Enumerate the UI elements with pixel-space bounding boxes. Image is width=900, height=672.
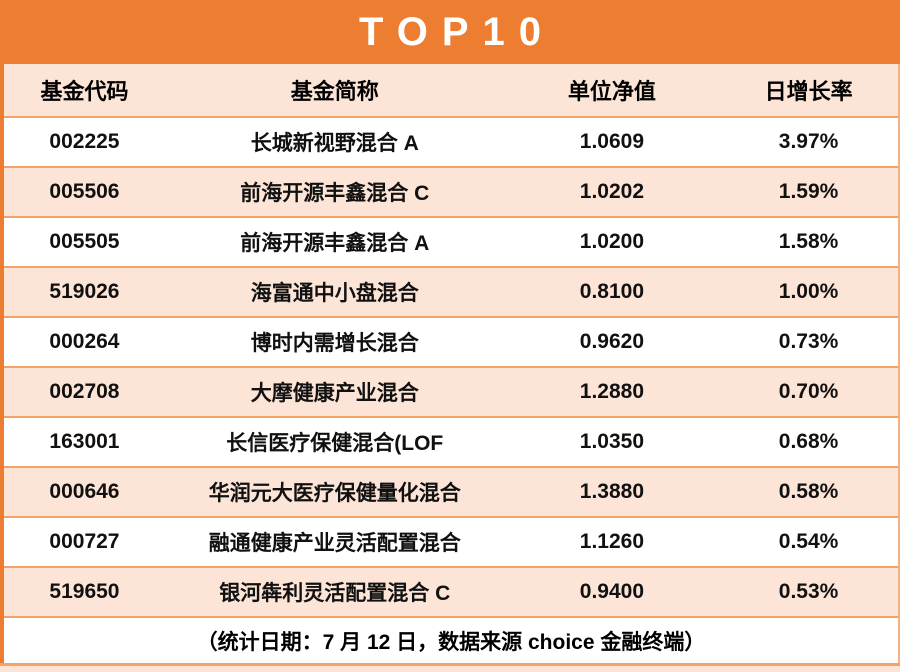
cell-fund-code: 000727 bbox=[49, 530, 120, 553]
footer-note: （统计日期：7 月 12 日，数据来源 choice 金融终端） bbox=[196, 630, 706, 654]
cell-daily-growth: 0.58% bbox=[778, 480, 839, 503]
cell-unit-nav: 1.0350 bbox=[579, 430, 645, 453]
cell-fund-code: 005505 bbox=[49, 230, 120, 253]
cell-fund-name: 前海开源丰鑫混合 C bbox=[240, 182, 430, 205]
cell-unit-nav: 1.0200 bbox=[579, 230, 645, 253]
table-row: 519650 银河犇利灵活配置混合 C 0.9400 0.53% bbox=[4, 566, 898, 616]
cell-fund-name: 融通健康产业灵活配置混合 bbox=[208, 532, 461, 555]
table-row: 005506 前海开源丰鑫混合 C 1.0202 1.59% bbox=[4, 166, 898, 216]
footer-note-row: （统计日期：7 月 12 日，数据来源 choice 金融终端） bbox=[4, 616, 898, 663]
cell-daily-growth: 3.97% bbox=[778, 130, 839, 153]
column-header-unit-nav: 单位净值 bbox=[567, 79, 656, 104]
page-title: TOP10 bbox=[359, 9, 555, 54]
cell-daily-growth: 0.73% bbox=[778, 330, 839, 353]
cell-fund-name: 博时内需增长混合 bbox=[250, 332, 419, 355]
cell-unit-nav: 0.9620 bbox=[579, 330, 645, 353]
table-row: 519026 海富通中小盘混合 0.8100 1.00% bbox=[4, 266, 898, 316]
cell-fund-name: 海富通中小盘混合 bbox=[250, 282, 419, 305]
cell-fund-code: 002225 bbox=[49, 130, 120, 153]
table-row: 000264 博时内需增长混合 0.9620 0.73% bbox=[4, 316, 898, 366]
cell-fund-code: 519026 bbox=[49, 280, 120, 303]
table-row: 000646 华润元大医疗保健量化混合 1.3880 0.58% bbox=[4, 466, 898, 516]
cell-fund-name: 华润元大医疗保健量化混合 bbox=[208, 482, 461, 505]
table-row: 005505 前海开源丰鑫混合 A 1.0200 1.58% bbox=[4, 216, 898, 266]
cell-fund-code: 519650 bbox=[49, 580, 120, 603]
cell-fund-code: 005506 bbox=[49, 180, 120, 203]
table-header-row: 基金代码 基金简称 单位净值 日增长率 bbox=[4, 64, 898, 116]
cell-fund-name: 长城新视野混合 A bbox=[250, 132, 419, 155]
cell-unit-nav: 1.1260 bbox=[579, 530, 645, 553]
fund-table: 基金代码 基金简称 单位净值 日增长率 002225 长城新视野混合 A 1.0… bbox=[0, 64, 900, 663]
cell-unit-nav: 1.2880 bbox=[579, 380, 645, 403]
bottom-strip bbox=[0, 666, 900, 672]
table-row: 000727 融通健康产业灵活配置混合 1.1260 0.54% bbox=[4, 516, 898, 566]
cell-daily-growth: 1.00% bbox=[778, 280, 839, 303]
cell-fund-code: 000646 bbox=[49, 480, 120, 503]
column-header-daily-growth: 日增长率 bbox=[764, 79, 853, 104]
bottom-border-line bbox=[0, 663, 900, 666]
cell-unit-nav: 1.0202 bbox=[579, 180, 645, 203]
cell-unit-nav: 1.3880 bbox=[579, 480, 645, 503]
table-row: 002225 长城新视野混合 A 1.0609 3.97% bbox=[4, 116, 898, 166]
cell-fund-name: 大摩健康产业混合 bbox=[250, 382, 419, 405]
cell-unit-nav: 0.9400 bbox=[579, 580, 645, 603]
table-body: 002225 长城新视野混合 A 1.0609 3.97% 005506 前海开… bbox=[4, 116, 898, 616]
cell-fund-name: 银河犇利灵活配置混合 C bbox=[219, 582, 451, 605]
cell-fund-name: 前海开源丰鑫混合 A bbox=[240, 232, 430, 255]
cell-fund-name: 长信医疗保健混合(LOF bbox=[226, 432, 444, 455]
cell-daily-growth: 0.70% bbox=[778, 380, 839, 403]
cell-fund-code: 163001 bbox=[49, 430, 120, 453]
cell-unit-nav: 0.8100 bbox=[579, 280, 645, 303]
cell-fund-code: 000264 bbox=[49, 330, 120, 353]
cell-daily-growth: 0.68% bbox=[778, 430, 839, 453]
cell-daily-growth: 0.53% bbox=[778, 580, 839, 603]
cell-daily-growth: 0.54% bbox=[778, 530, 839, 553]
cell-daily-growth: 1.59% bbox=[778, 180, 839, 203]
table-row: 163001 长信医疗保健混合(LOF 1.0350 0.68% bbox=[4, 416, 898, 466]
title-bar: TOP10 bbox=[0, 0, 900, 64]
table-row: 002708 大摩健康产业混合 1.2880 0.70% bbox=[4, 366, 898, 416]
cell-unit-nav: 1.0609 bbox=[579, 130, 645, 153]
cell-daily-growth: 1.58% bbox=[778, 230, 839, 253]
cell-fund-code: 002708 bbox=[49, 380, 120, 403]
column-header-fund-name: 基金简称 bbox=[290, 79, 379, 104]
column-header-fund-code: 基金代码 bbox=[40, 79, 129, 104]
